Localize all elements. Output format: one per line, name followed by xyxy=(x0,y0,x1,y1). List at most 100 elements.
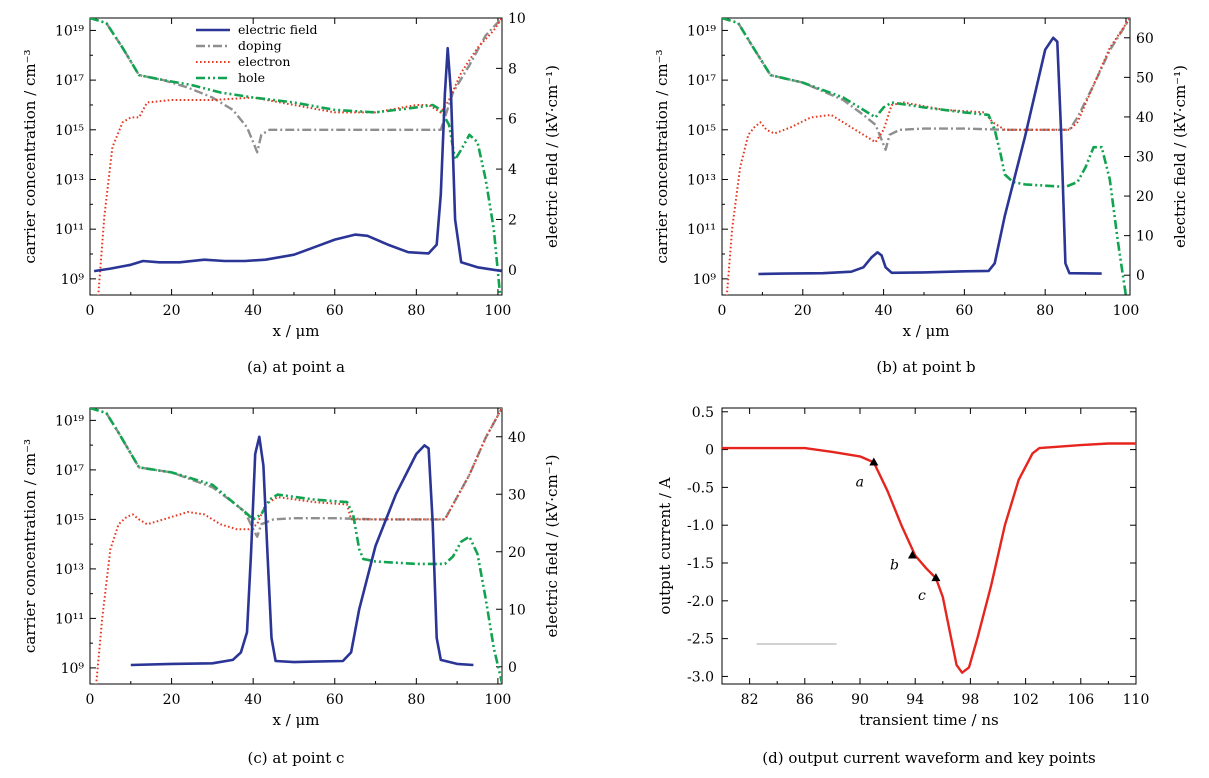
y-left-tick-label: 10¹⁹ xyxy=(687,23,716,39)
y-right-tick-label: 8 xyxy=(508,61,517,77)
y-right-tick-label: 30 xyxy=(508,487,526,503)
y-right-tick-label: 0 xyxy=(508,263,517,279)
legend-label: electric field xyxy=(238,22,318,37)
series-line-electron xyxy=(97,18,502,295)
x-tick-label: 110 xyxy=(1123,692,1150,708)
y-right-tick-label: 20 xyxy=(1136,189,1154,205)
y-left-tick-label: 10¹⁵ xyxy=(55,512,84,528)
y-tick-label: -2.0 xyxy=(687,594,714,610)
y-left-tick-label: 10¹³ xyxy=(55,172,84,188)
y-right-tick-label: 0 xyxy=(1136,268,1145,284)
panel-a-chart: 0 20 40 60 80 100 10⁹ 10¹¹ 10¹³ 10¹⁵ 10¹⁷ 10¹⁹ 0 2 4 6 8… xyxy=(21,11,561,376)
plot-frame xyxy=(721,17,1131,296)
x-tick-label: 60 xyxy=(326,303,344,319)
key-point-label: c xyxy=(918,588,926,604)
y-left-tick-label: 10¹⁹ xyxy=(55,23,84,39)
y-left-tick-label: 10¹³ xyxy=(687,172,716,188)
y-left-tick-label: 10¹⁵ xyxy=(55,123,84,139)
y-tick-label: -1.5 xyxy=(687,556,714,572)
y-left-tick-label: 10¹⁷ xyxy=(55,463,84,479)
y-right-tick-label: 10 xyxy=(1136,229,1154,245)
x-tick-label: 94 xyxy=(906,692,924,708)
series-line-electric-field xyxy=(130,435,474,667)
x-tick-label: 100 xyxy=(485,692,512,708)
series-line-electron xyxy=(95,408,502,684)
y-left-tick-label: 10⁹ xyxy=(693,272,717,288)
plot-frame xyxy=(721,407,1137,685)
x-tick-label: 86 xyxy=(796,692,814,708)
x-tick-label: 100 xyxy=(485,303,512,319)
y-right-tick-label: 40 xyxy=(1136,110,1154,126)
key-point-marker xyxy=(931,573,941,582)
y-left-tick-label: 10⁹ xyxy=(61,272,85,288)
x-axis-label: transient time / ns xyxy=(859,711,999,729)
y-left-axis-label: carrier concentration / cm⁻³ xyxy=(653,49,671,263)
panel-b-chart: 0 20 40 60 80 100 10⁹ 10¹¹ 10¹³ 10¹⁵ 10¹⁷ 10¹⁹ 0 10 20… xyxy=(653,17,1189,376)
y-right-tick-label: 40 xyxy=(508,430,526,446)
legend-label: doping xyxy=(238,38,282,53)
y-left-tick-label: 10¹⁷ xyxy=(55,73,84,89)
x-tick-label: 0 xyxy=(718,303,727,319)
series-line-hole xyxy=(90,408,502,684)
series-line-electric-field xyxy=(93,46,502,273)
x-axis-label: x / μm xyxy=(902,322,949,340)
x-tick-label: 60 xyxy=(326,692,344,708)
y-left-tick-label: 10¹⁵ xyxy=(687,123,716,139)
y-tick-label: -0.5 xyxy=(687,480,714,496)
series-line-output-current xyxy=(722,442,1136,674)
y-right-axis-label: electric field / (kV·cm⁻¹) xyxy=(1171,65,1189,248)
key-point-marker xyxy=(907,550,917,559)
key-point-label: b xyxy=(890,557,899,573)
x-tick-label: 40 xyxy=(244,303,262,319)
x-tick-label: 60 xyxy=(955,303,973,319)
series-line-electron xyxy=(725,18,1130,295)
y-tick-label: 0 xyxy=(705,443,714,459)
panel-caption: (b) at point b xyxy=(876,358,975,376)
y-left-tick-label: 10⁹ xyxy=(61,661,85,677)
y-tick-label: 0.5 xyxy=(692,405,714,421)
x-tick-label: 40 xyxy=(875,303,893,319)
y-right-axis-label: electric field / (kV·cm⁻¹) xyxy=(543,65,561,248)
plot-frame xyxy=(89,407,503,685)
panel-caption: (a) at point a xyxy=(247,358,345,376)
series-line-hole xyxy=(722,18,1128,295)
x-axis-label: x / μm xyxy=(272,322,319,340)
x-tick-label: 20 xyxy=(794,303,812,319)
y-right-tick-label: 10 xyxy=(508,602,526,618)
y-left-tick-label: 10¹¹ xyxy=(687,222,716,238)
series-line-hole xyxy=(90,18,502,294)
y-right-tick-label: 10 xyxy=(508,11,526,27)
y-right-axis-label: electric field / (kV·cm⁻¹) xyxy=(543,455,561,638)
x-tick-label: 80 xyxy=(1036,303,1054,319)
y-right-tick-label: 60 xyxy=(1136,31,1154,47)
key-point-marker xyxy=(869,457,879,466)
legend-label: hole xyxy=(238,70,265,85)
y-left-tick-label: 10¹¹ xyxy=(55,222,84,238)
panel-caption: (c) at point c xyxy=(248,749,345,767)
y-left-axis-label: carrier concentration / cm⁻³ xyxy=(21,49,39,263)
y-tick-label: -3.0 xyxy=(687,669,714,685)
series-line-doping xyxy=(90,408,502,538)
x-tick-label: 80 xyxy=(407,692,425,708)
legend-label: electron xyxy=(238,54,290,69)
y-right-tick-label: 30 xyxy=(1136,150,1154,166)
y-right-tick-label: 50 xyxy=(1136,70,1154,86)
x-tick-label: 20 xyxy=(163,303,181,319)
x-tick-label: 82 xyxy=(741,692,759,708)
y-tick-label: -1.0 xyxy=(687,518,714,534)
x-tick-label: 80 xyxy=(407,303,425,319)
x-tick-label: 98 xyxy=(961,692,979,708)
x-axis-label: x / μm xyxy=(272,711,319,729)
x-tick-label: 0 xyxy=(86,303,95,319)
plot-frame xyxy=(89,17,503,296)
y-right-tick-label: 2 xyxy=(508,212,517,228)
x-tick-label: 102 xyxy=(1012,692,1039,708)
panel-c-chart: 0 20 40 60 80 100 10⁹ 10¹¹ 10¹³ 10¹⁵ 10¹⁷ 10¹⁹ 0 10 20… xyxy=(21,407,561,767)
series-line-electric-field xyxy=(758,36,1102,276)
x-tick-label: 100 xyxy=(1113,303,1140,319)
y-right-tick-label: 4 xyxy=(508,162,517,178)
x-tick-label: 40 xyxy=(244,692,262,708)
y-axis-label: output current / A xyxy=(656,477,674,614)
x-tick-label: 90 xyxy=(851,692,869,708)
